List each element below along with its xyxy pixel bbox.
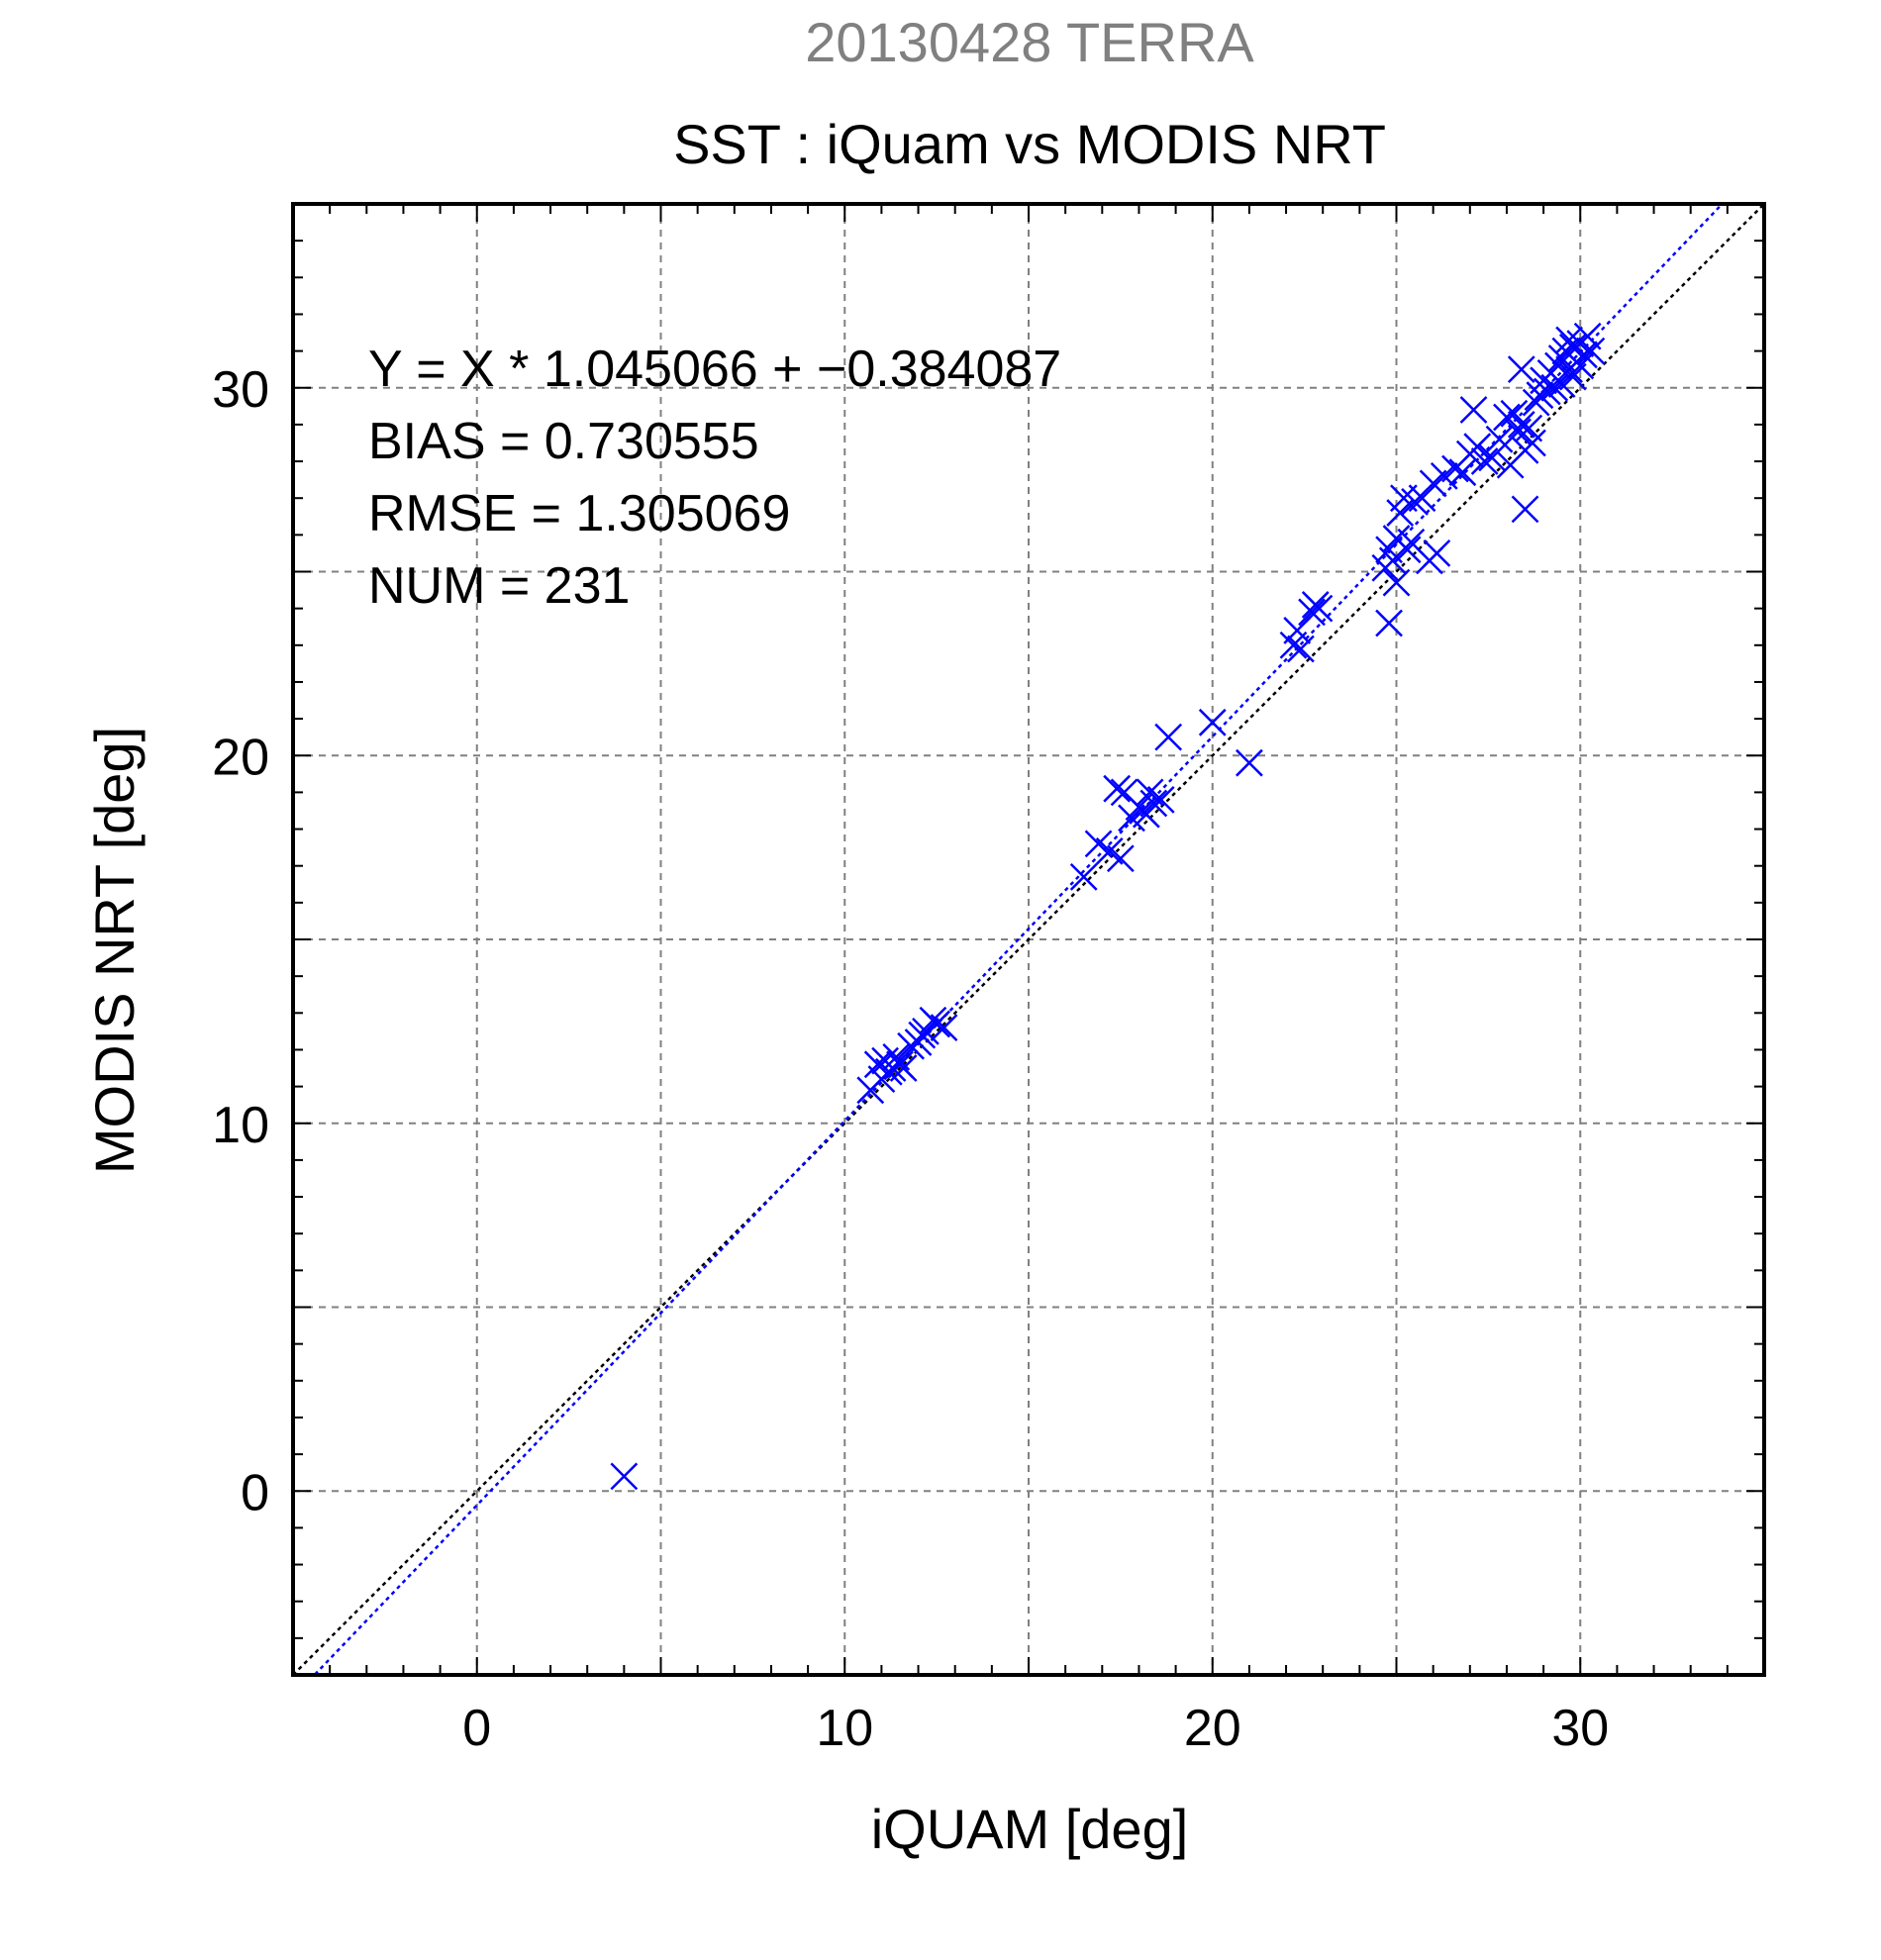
data-point xyxy=(1533,377,1561,406)
x-tick-label: 30 xyxy=(1551,1700,1609,1757)
data-point xyxy=(1146,785,1175,814)
data-point xyxy=(1069,862,1098,891)
data-point xyxy=(1566,351,1595,380)
data-point xyxy=(878,1054,907,1082)
data-point xyxy=(1511,495,1539,524)
chart-title: 20130428 TERRA xyxy=(805,11,1254,73)
bias-label: BIAS = 0.730555 xyxy=(368,413,759,470)
data-point xyxy=(1198,708,1227,736)
data-point xyxy=(1459,396,1488,424)
data-point xyxy=(1507,355,1535,384)
data-point xyxy=(1577,337,1606,365)
data-point xyxy=(1305,594,1334,623)
regression-fit-line xyxy=(312,204,1725,1675)
y-tick-label: 10 xyxy=(212,1097,269,1154)
data-point xyxy=(1283,617,1312,644)
data-point xyxy=(1504,418,1532,446)
data-point xyxy=(889,1054,918,1082)
y-tick-label: 20 xyxy=(212,729,269,786)
plot-frame xyxy=(291,202,1766,1677)
data-point xyxy=(1570,341,1598,369)
reference-lines-clipped xyxy=(293,204,1764,1675)
data-point xyxy=(1298,598,1326,627)
data-point xyxy=(1106,844,1135,873)
x-tick-label: 10 xyxy=(816,1700,873,1757)
data-point xyxy=(1540,373,1569,402)
data-point xyxy=(1154,723,1183,751)
x-axis-label: iQUAM [deg] xyxy=(871,1798,1189,1860)
num-label: NUM = 231 xyxy=(368,557,630,615)
reference-lines xyxy=(293,204,1764,1675)
data-points xyxy=(610,322,1606,1491)
chart-subtitle: SST : iQuam vs MODIS NRT xyxy=(673,113,1386,175)
grid xyxy=(293,204,1764,1675)
data-point xyxy=(1393,536,1422,564)
data-point xyxy=(1375,609,1403,637)
regression-equation: Y = X * 1.045066 + −0.384087 xyxy=(368,341,1061,398)
x-tick-label: 0 xyxy=(462,1700,491,1757)
data-point xyxy=(1507,411,1535,439)
data-point xyxy=(1382,568,1411,597)
data-point xyxy=(1103,774,1132,803)
data-point xyxy=(610,1462,639,1491)
data-point xyxy=(1485,425,1514,453)
data-point xyxy=(1287,635,1315,663)
data-point xyxy=(1544,351,1572,380)
rmse-label: RMSE = 1.305069 xyxy=(368,485,790,542)
data-point xyxy=(930,1014,958,1042)
tick-labels: 0 10 20 30 0 10 20 30 xyxy=(212,361,1609,1757)
x-tick-label: 20 xyxy=(1184,1700,1241,1757)
identity-line xyxy=(293,204,1764,1675)
data-point xyxy=(1236,748,1263,777)
data-point xyxy=(923,1010,951,1038)
y-tick-label: 0 xyxy=(241,1464,269,1521)
data-point xyxy=(1423,539,1451,567)
y-axis-label: MODIS NRT [deg] xyxy=(83,727,146,1174)
data-point xyxy=(1493,403,1521,432)
data-point xyxy=(1470,447,1499,475)
data-point xyxy=(1519,429,1546,457)
data-point xyxy=(1139,789,1168,818)
data-point xyxy=(1448,458,1477,487)
stats-annotation: Y = X * 1.045066 + −0.384087 BIAS = 0.73… xyxy=(368,341,1061,615)
y-tick-label: 30 xyxy=(212,361,269,419)
data-point xyxy=(1478,443,1506,472)
data-point xyxy=(1463,433,1492,461)
data-point xyxy=(1408,484,1436,513)
